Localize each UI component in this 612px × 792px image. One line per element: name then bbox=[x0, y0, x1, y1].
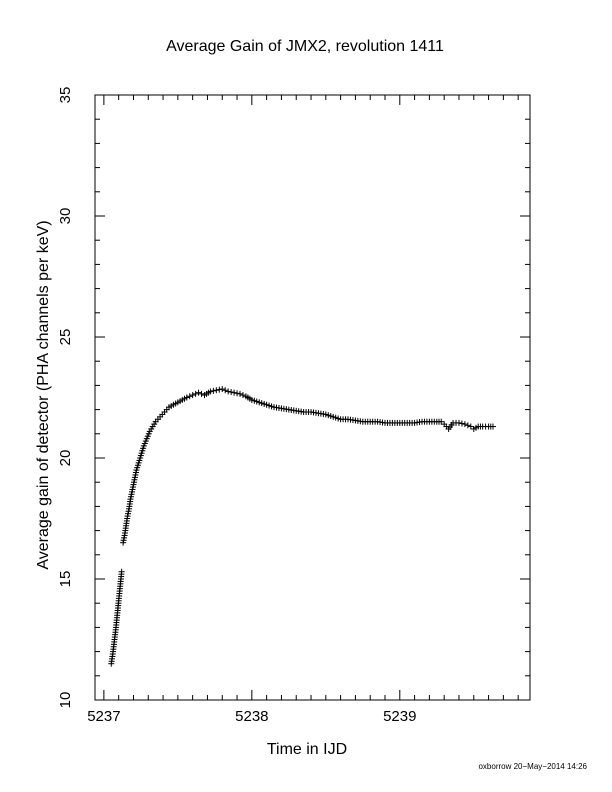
timestamp-stamp: oxborrow 20−May−2014 14:26 bbox=[478, 762, 587, 771]
data-point bbox=[464, 422, 471, 429]
data-point bbox=[186, 393, 193, 400]
data-point bbox=[234, 390, 241, 397]
y-axis-label: Average gain of detector (PHA channels p… bbox=[35, 220, 52, 569]
data-point bbox=[461, 421, 468, 428]
data-point bbox=[189, 392, 196, 399]
data-point bbox=[192, 390, 199, 397]
data-point bbox=[458, 420, 465, 427]
data-point bbox=[490, 423, 497, 430]
data-point bbox=[222, 387, 229, 394]
data-point bbox=[207, 388, 214, 395]
y-tick-label: 30 bbox=[57, 208, 74, 225]
x-axis: 5237 5238 5239 bbox=[87, 95, 519, 725]
data-series bbox=[108, 386, 497, 667]
data-point bbox=[228, 389, 235, 396]
data-point bbox=[219, 386, 226, 393]
y-axis: 10 15 20 25 30 35 bbox=[57, 87, 530, 709]
data-point bbox=[231, 389, 238, 396]
y-tick-label: 10 bbox=[57, 692, 74, 709]
y-tick-label: 25 bbox=[57, 329, 74, 346]
y-tick-label: 20 bbox=[57, 450, 74, 467]
data-point bbox=[210, 387, 217, 394]
data-point bbox=[239, 392, 246, 399]
data-point bbox=[216, 386, 223, 393]
plot-frame bbox=[94, 94, 531, 701]
data-point bbox=[118, 568, 125, 575]
data-point bbox=[195, 389, 202, 396]
y-tick-label: 35 bbox=[57, 87, 74, 104]
x-tick-label: 5238 bbox=[235, 708, 268, 725]
x-axis-label: Time in IJD bbox=[267, 741, 347, 758]
data-point bbox=[237, 390, 243, 397]
y-tick-label: 15 bbox=[57, 571, 74, 588]
data-point bbox=[183, 394, 190, 401]
x-tick-label: 5239 bbox=[383, 708, 416, 725]
chart-title: Average Gain of JMX2, revolution 1411 bbox=[166, 38, 444, 55]
x-tick-label: 5237 bbox=[87, 708, 120, 725]
data-point bbox=[455, 419, 462, 426]
data-point bbox=[213, 387, 220, 394]
data-point bbox=[225, 388, 232, 395]
